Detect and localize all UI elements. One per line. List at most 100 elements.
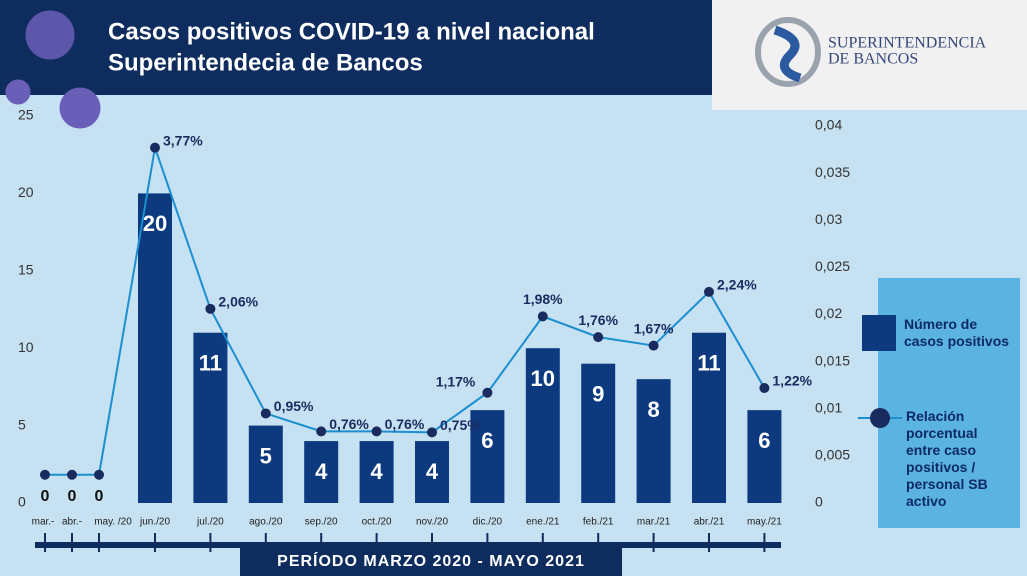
line-value-label: 0,75% [440, 417, 480, 433]
y2-tick-label: 0,005 [815, 447, 850, 463]
line-value-label: 2,24% [717, 277, 757, 293]
line-marker [759, 383, 770, 394]
x-tick-label: oct./20 [362, 517, 392, 528]
y-tick-label: 0 [18, 494, 26, 510]
bar-value-label: 4 [426, 459, 439, 484]
chart-title: Superintendecia de Bancos [108, 49, 423, 76]
bar [636, 379, 671, 503]
bar-value-label: 11 [199, 351, 222, 376]
y2-tick-label: 0 [815, 494, 823, 510]
line-value-label: 1,17% [436, 373, 476, 389]
bar-value-label: 0 [68, 488, 77, 505]
logo-text: SUPERINTENDENCIA [828, 35, 987, 52]
line-value-label: 3,77% [163, 132, 203, 148]
line-value-label: 1,76% [578, 312, 618, 328]
legend-swatch [862, 315, 896, 351]
x-axis-title: PERÍODO MARZO 2020 - MAYO 2021 [277, 551, 585, 570]
line-marker [67, 469, 77, 480]
x-tick-label: ene./21 [526, 517, 560, 528]
line-value-label: 2,06% [218, 294, 258, 310]
y2-tick-label: 0,01 [815, 399, 842, 415]
header-band [0, 0, 712, 95]
line-marker [648, 340, 659, 351]
x-tick-label: mar./21 [637, 517, 671, 528]
x-tick-label: abr.- [62, 517, 82, 528]
line-value-label: 0,95% [274, 398, 314, 414]
x-tick-label: mar.- [32, 517, 55, 528]
logo-box [712, 0, 1027, 110]
legend-marker [870, 408, 890, 428]
y2-tick-label: 0,025 [815, 258, 850, 274]
bar [470, 410, 505, 503]
y-tick-label: 25 [18, 107, 34, 123]
bar-value-label: 0 [41, 488, 50, 505]
bar-value-label: 10 [531, 366, 555, 391]
bar [747, 410, 782, 503]
bar-value-label: 9 [592, 381, 604, 406]
line-marker [260, 408, 271, 419]
bar [248, 425, 283, 503]
y-tick-label: 20 [18, 184, 34, 200]
bar [692, 332, 726, 503]
line-value-label: 1,98% [523, 291, 563, 307]
line-marker [316, 426, 327, 437]
y2-tick-label: 0,02 [815, 305, 842, 321]
chart-title: Casos positivos COVID-19 a nivel naciona… [108, 18, 595, 45]
bar-value-label: 8 [647, 397, 659, 422]
x-title-box [240, 548, 622, 576]
bar [581, 363, 616, 503]
legend-label: Número de casos positivos [904, 316, 1010, 349]
y2-tick-label: 0,04 [815, 117, 842, 133]
y-tick-label: 15 [18, 262, 34, 278]
line-value-label: 0,76% [329, 416, 369, 432]
bar [525, 348, 560, 503]
bar-value-label: 20 [143, 211, 167, 236]
x-tick-label: may. /20 [94, 517, 132, 528]
x-tick-label: feb./21 [583, 517, 614, 528]
x-tick-label: ago./20 [249, 517, 283, 528]
x-axis-bar [35, 542, 781, 548]
line-marker [205, 303, 216, 314]
line-marker [704, 286, 714, 297]
line-marker [150, 142, 160, 153]
legend-panel [878, 278, 1020, 528]
line-marker [94, 469, 104, 480]
x-tick-label: jul./20 [196, 517, 224, 528]
y2-tick-label: 0,015 [815, 352, 850, 368]
bar-value-label: 4 [315, 459, 328, 484]
y-tick-label: 10 [18, 339, 34, 355]
x-tick-label: dic./20 [473, 517, 503, 528]
line-marker [593, 332, 604, 343]
line-value-label: 0,76% [385, 416, 425, 432]
line-value-label: 1,67% [634, 320, 674, 336]
bar-value-label: 6 [758, 428, 770, 453]
bar-value-label: 4 [370, 459, 383, 484]
logo-icon [755, 17, 821, 87]
legend-label: Relación porcentual entre caso positivos… [906, 408, 988, 509]
bar [304, 441, 339, 503]
line-marker [537, 311, 548, 322]
bar [138, 193, 172, 503]
line-marker [371, 426, 382, 437]
x-tick-label: nov./20 [416, 517, 448, 528]
bar [359, 441, 394, 503]
x-tick-label: abr./21 [694, 517, 725, 528]
y2-tick-label: 0,035 [815, 164, 850, 180]
x-tick-label: sep./20 [305, 517, 338, 528]
line-value-label: 1,22% [772, 373, 812, 389]
logo-text: DE BANCOS [828, 51, 918, 68]
y2-tick-label: 0,03 [815, 211, 842, 227]
bar-value-label: 0 [95, 488, 104, 505]
y-tick-label: 5 [18, 416, 26, 432]
line-marker [427, 427, 437, 438]
x-tick-label: may./21 [747, 517, 782, 528]
bar [193, 332, 228, 503]
line-marker [482, 387, 493, 398]
bar-value-label: 5 [260, 443, 272, 468]
bar-value-label: 11 [697, 351, 720, 376]
virus-icons [5, 10, 101, 129]
bar-value-label: 6 [481, 428, 493, 453]
bar [415, 441, 449, 503]
